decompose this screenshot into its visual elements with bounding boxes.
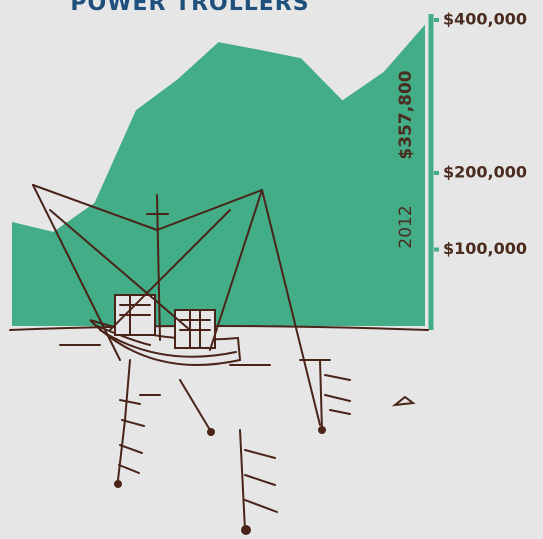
annotation-value: $357,800 — [396, 70, 416, 159]
y-tick-label: $200,000 — [443, 163, 527, 182]
area — [12, 24, 425, 327]
chart-title: POWER TROLLERS — [70, 0, 309, 16]
plot-area: $100,000 $200,000 $400,000 — [12, 10, 527, 330]
y-tick-label: $100,000 — [443, 239, 527, 258]
annotation-year: 2012 — [396, 205, 416, 248]
y-tick-label: $400,000 — [443, 10, 527, 29]
boat-illustration — [9, 184, 429, 535]
